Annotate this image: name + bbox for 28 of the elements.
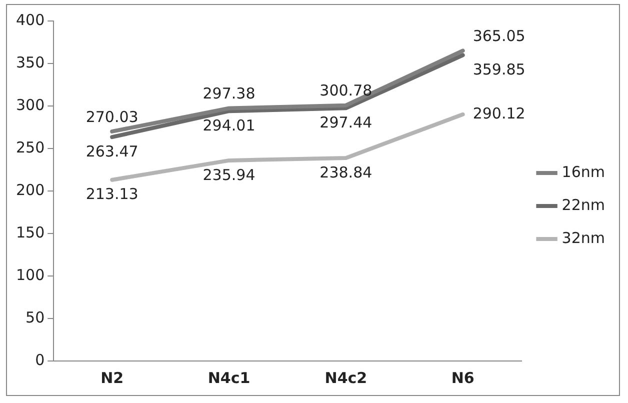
y-tick-label: 200 (16, 180, 45, 199)
y-tick-label: 250 (16, 138, 45, 156)
data-label: 297.44 (320, 114, 372, 132)
data-label: 270.03 (86, 108, 138, 126)
y-tick-label: 300 (16, 96, 45, 114)
data-label: 359.85 (472, 60, 526, 79)
data-label: 235.94 (202, 166, 256, 184)
data-label: 238.84 (320, 163, 372, 182)
y-tick-label: 50 (26, 308, 45, 326)
y-tick-label: 150 (16, 223, 45, 242)
x-tick-label: N2 (100, 368, 124, 387)
data-label: 213.13 (86, 185, 138, 204)
data-label: 290.12 (472, 104, 526, 122)
legend-label: 32nm (562, 228, 606, 247)
y-tick-label: 0 (35, 350, 45, 369)
data-label: 294.01 (202, 116, 256, 134)
legend-label: 22nm (562, 196, 606, 214)
x-tick-label: N6 (451, 368, 474, 387)
data-label: 365.05 (472, 27, 526, 46)
x-tick-label: N4c1 (208, 368, 250, 387)
data-label: 297.38 (202, 84, 256, 103)
data-label: 300.78 (320, 82, 372, 100)
x-tick-label: N4c2 (324, 368, 368, 387)
y-tick-label: 350 (16, 53, 45, 72)
data-label: 263.47 (86, 142, 138, 160)
legend-label: 16nm (562, 162, 606, 181)
y-tick-label: 100 (16, 266, 45, 284)
y-tick-label: 400 (16, 10, 45, 29)
